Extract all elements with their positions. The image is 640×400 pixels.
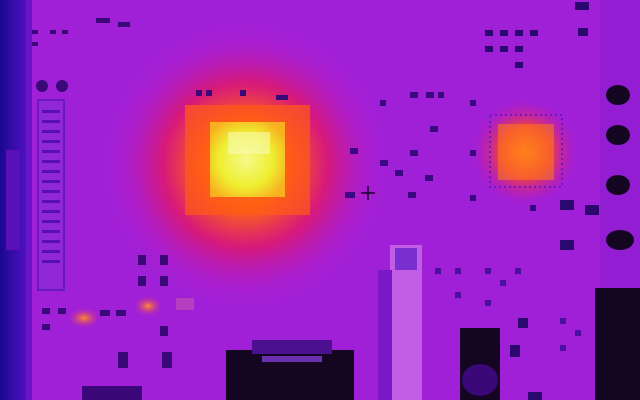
- ribbon-connector: [390, 245, 422, 400]
- secondary-chip-hotspot: [498, 124, 554, 180]
